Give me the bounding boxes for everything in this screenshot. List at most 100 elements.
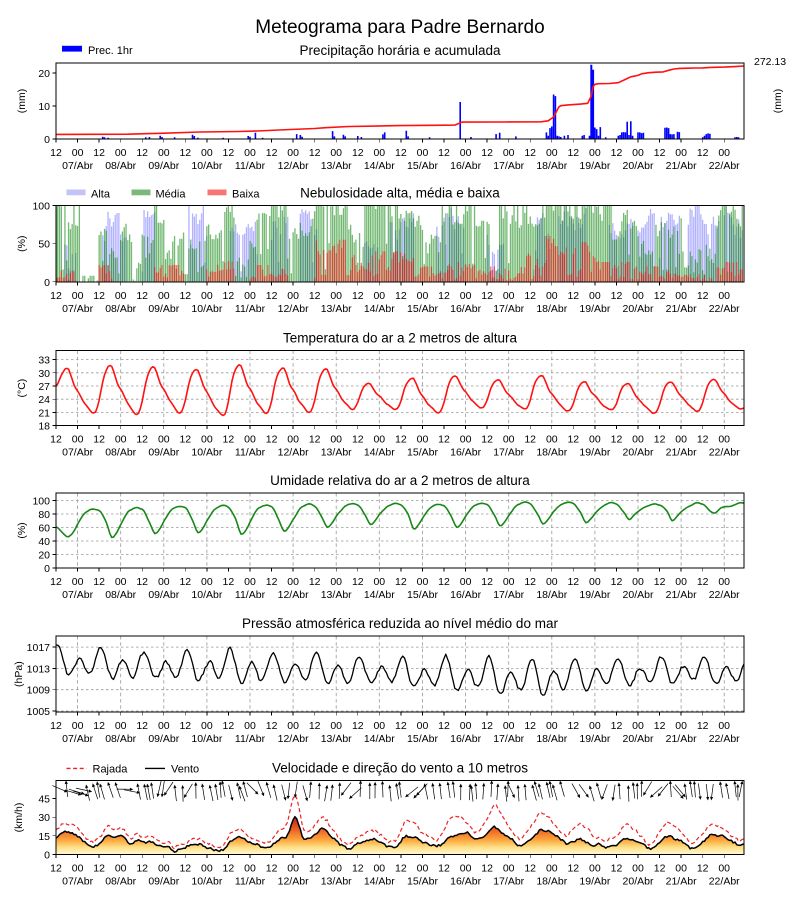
svg-text:12: 12	[223, 434, 235, 446]
svg-text:12: 12	[524, 720, 536, 732]
svg-text:0: 0	[44, 134, 50, 146]
svg-text:19/Abr: 19/Abr	[579, 733, 610, 745]
svg-text:12: 12	[524, 147, 536, 159]
svg-text:13/Abr: 13/Abr	[321, 303, 352, 315]
svg-text:00: 00	[589, 720, 601, 732]
svg-text:00: 00	[373, 862, 385, 874]
svg-text:12: 12	[567, 290, 579, 302]
svg-text:16/Abr: 16/Abr	[450, 160, 481, 172]
svg-text:00: 00	[201, 720, 213, 732]
svg-text:22/Abr: 22/Abr	[709, 447, 740, 459]
svg-text:21/Abr: 21/Abr	[666, 733, 697, 745]
svg-text:09/Abr: 09/Abr	[148, 447, 179, 459]
svg-text:12/Abr: 12/Abr	[278, 303, 309, 315]
svg-text:12: 12	[654, 147, 666, 159]
svg-text:12: 12	[179, 862, 191, 874]
svg-text:00: 00	[503, 720, 515, 732]
svg-text:12: 12	[266, 147, 278, 159]
svg-text:12: 12	[611, 434, 623, 446]
svg-text:24: 24	[38, 394, 50, 406]
svg-text:12: 12	[395, 290, 407, 302]
svg-text:18/Abr: 18/Abr	[536, 733, 567, 745]
svg-text:18: 18	[38, 421, 50, 433]
svg-text:11/Abr: 11/Abr	[235, 733, 266, 745]
svg-text:00: 00	[632, 434, 644, 446]
svg-text:12: 12	[179, 434, 191, 446]
svg-text:00: 00	[201, 147, 213, 159]
svg-text:00: 00	[718, 290, 730, 302]
svg-text:12: 12	[438, 434, 450, 446]
svg-text:00: 00	[417, 147, 429, 159]
svg-text:12: 12	[481, 434, 493, 446]
svg-text:(°C): (°C)	[16, 379, 28, 398]
svg-text:12: 12	[567, 434, 579, 446]
svg-text:07/Abr: 07/Abr	[62, 875, 93, 887]
svg-text:12: 12	[352, 147, 364, 159]
svg-text:00: 00	[330, 862, 342, 874]
svg-text:00: 00	[287, 147, 299, 159]
svg-text:12: 12	[223, 576, 235, 588]
svg-text:07/Abr: 07/Abr	[62, 447, 93, 459]
svg-text:00: 00	[718, 434, 730, 446]
svg-text:14/Abr: 14/Abr	[364, 160, 395, 172]
svg-text:00: 00	[589, 576, 601, 588]
svg-text:12: 12	[50, 147, 62, 159]
svg-text:12: 12	[50, 720, 62, 732]
svg-text:12: 12	[611, 290, 623, 302]
svg-text:12: 12	[567, 862, 579, 874]
svg-text:00: 00	[158, 290, 170, 302]
svg-text:40: 40	[38, 536, 50, 548]
svg-text:12: 12	[309, 147, 321, 159]
svg-text:20/Abr: 20/Abr	[623, 160, 654, 172]
svg-text:12: 12	[309, 720, 321, 732]
svg-text:00: 00	[244, 862, 256, 874]
svg-text:00: 00	[244, 147, 256, 159]
svg-text:13/Abr: 13/Abr	[321, 447, 352, 459]
svg-text:11/Abr: 11/Abr	[235, 875, 266, 887]
svg-text:00: 00	[115, 576, 127, 588]
svg-text:15/Abr: 15/Abr	[407, 589, 438, 601]
svg-text:12: 12	[136, 720, 148, 732]
svg-text:00: 00	[330, 720, 342, 732]
svg-text:00: 00	[632, 290, 644, 302]
svg-text:272.13: 272.13	[754, 56, 786, 68]
svg-text:12: 12	[611, 576, 623, 588]
svg-text:00: 00	[503, 862, 515, 874]
svg-text:00: 00	[115, 434, 127, 446]
svg-text:12: 12	[567, 576, 579, 588]
svg-text:22/Abr: 22/Abr	[709, 303, 740, 315]
svg-text:10/Abr: 10/Abr	[191, 733, 222, 745]
svg-text:00: 00	[417, 434, 429, 446]
svg-text:00: 00	[718, 720, 730, 732]
svg-text:Precipitação horária e acumula: Precipitação horária e acumulada	[299, 43, 501, 58]
svg-text:16/Abr: 16/Abr	[450, 589, 481, 601]
svg-text:00: 00	[330, 576, 342, 588]
svg-text:00: 00	[158, 862, 170, 874]
svg-text:00: 00	[115, 147, 127, 159]
svg-text:18/Abr: 18/Abr	[536, 589, 567, 601]
svg-text:12: 12	[352, 720, 364, 732]
svg-text:08/Abr: 08/Abr	[105, 160, 136, 172]
svg-text:12: 12	[654, 862, 666, 874]
svg-text:12: 12	[352, 576, 364, 588]
svg-text:Velocidade e direção do vento: Velocidade e direção do vento a 10 metro…	[272, 761, 528, 776]
svg-text:21: 21	[38, 407, 50, 419]
svg-text:(hPa): (hPa)	[13, 661, 25, 687]
svg-text:12: 12	[438, 290, 450, 302]
svg-text:00: 00	[589, 434, 601, 446]
svg-text:11/Abr: 11/Abr	[235, 447, 266, 459]
svg-text:12: 12	[611, 720, 623, 732]
svg-text:12: 12	[654, 290, 666, 302]
svg-text:10/Abr: 10/Abr	[191, 160, 222, 172]
svg-text:08/Abr: 08/Abr	[105, 589, 136, 601]
svg-text:00: 00	[373, 576, 385, 588]
svg-text:20/Abr: 20/Abr	[623, 589, 654, 601]
svg-text:00: 00	[589, 290, 601, 302]
svg-text:12: 12	[50, 862, 62, 874]
svg-text:12: 12	[611, 147, 623, 159]
svg-text:12/Abr: 12/Abr	[278, 733, 309, 745]
svg-text:00: 00	[460, 720, 472, 732]
svg-text:100: 100	[32, 496, 50, 508]
svg-text:00: 00	[244, 290, 256, 302]
svg-text:12: 12	[309, 290, 321, 302]
